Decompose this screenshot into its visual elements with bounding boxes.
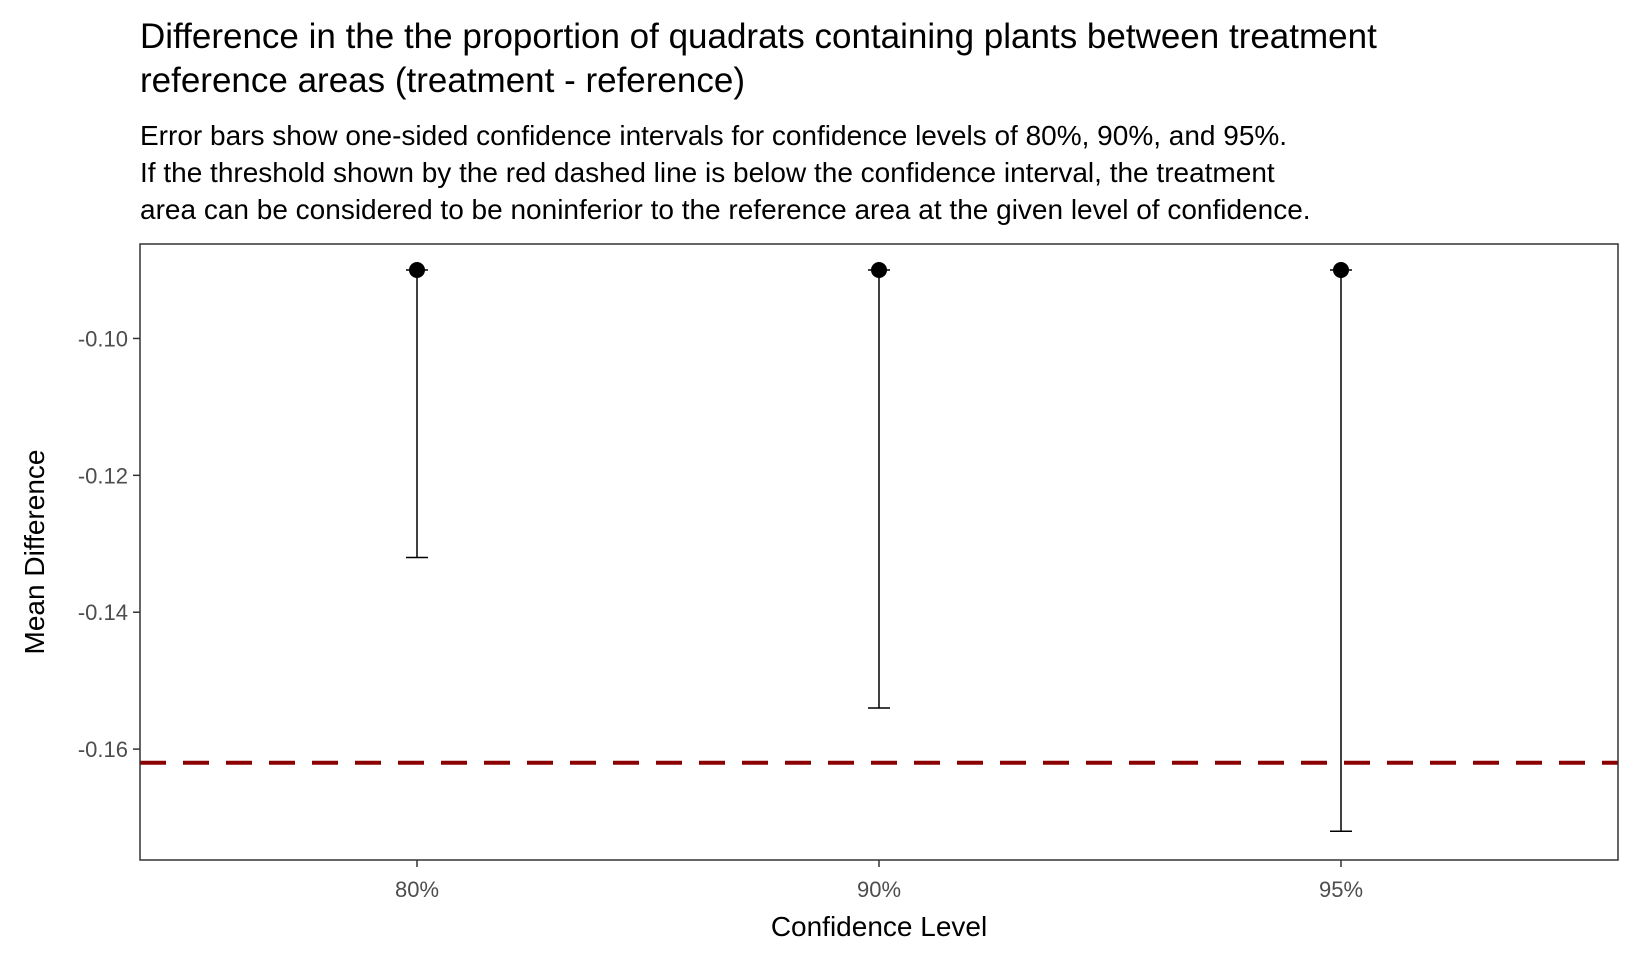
x-tick-label: 90% xyxy=(857,877,901,902)
plot-marks xyxy=(140,262,1618,833)
y-axis-title: Mean Difference xyxy=(19,450,50,655)
y-tick-label: -0.10 xyxy=(78,326,128,351)
x-axis-title: Confidence Level xyxy=(771,911,987,942)
x-tick-label: 80% xyxy=(395,877,439,902)
x-tick-label: 95% xyxy=(1319,877,1363,902)
chart-title: Difference in the the proportion of quad… xyxy=(140,17,1377,100)
mean-point xyxy=(1333,262,1349,279)
chart-subtitle-line: If the threshold shown by the red dashed… xyxy=(140,157,1275,188)
y-axis-ticks: -0.10 -0.12 -0.14 -0.16 xyxy=(78,326,140,762)
chart-title-line: Difference in the the proportion of quad… xyxy=(140,17,1377,56)
x-axis-ticks: 80% 90% 95% xyxy=(395,860,1363,902)
chart-subtitle-line: area can be considered to be noninferior… xyxy=(140,194,1311,225)
mean-point xyxy=(871,262,887,279)
chart-subtitle-line: Error bars show one-sided confidence int… xyxy=(140,120,1287,151)
mean-point xyxy=(409,262,425,279)
y-tick-label: -0.16 xyxy=(78,737,128,762)
chart-subtitle: Error bars show one-sided confidence int… xyxy=(140,120,1311,225)
y-tick-label: -0.14 xyxy=(78,600,128,625)
plot-panel xyxy=(139,243,1619,861)
y-tick-label: -0.12 xyxy=(78,463,128,488)
chart-title-line: reference areas (treatment - reference) xyxy=(140,61,745,100)
